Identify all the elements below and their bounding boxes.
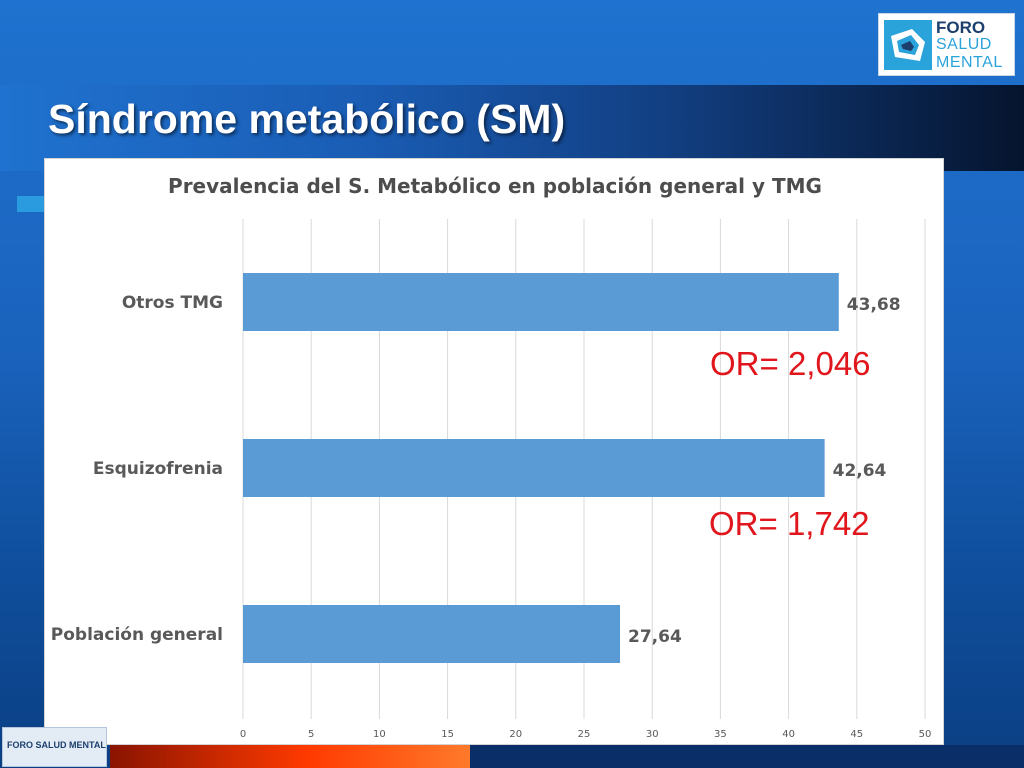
x-tick-label: 50	[919, 729, 932, 740]
category-label: Esquizofrenia	[93, 459, 223, 479]
category-label: Población general	[51, 625, 223, 645]
x-tick-label: 40	[782, 729, 795, 740]
bar	[243, 439, 825, 497]
x-tick-label: 15	[441, 729, 454, 740]
footer-logo-text: FORO SALUD MENTAL	[7, 740, 106, 750]
foro-salud-mental-logo: FORO SALUD MENTAL	[878, 13, 1015, 76]
slide-title: Síndrome metabólico (SM)	[48, 96, 566, 142]
chart-panel: Prevalencia del S. Metabólico en poblaci…	[44, 158, 944, 745]
bar-chart: 0 5 10 15 20 25 30 35 40 45 50 Otros TMG 43,68 Esquiz…	[51, 219, 932, 740]
footer-navy-stripe	[470, 745, 1024, 768]
footer-red-stripe	[110, 745, 470, 768]
bar	[243, 273, 839, 331]
x-tick-label: 30	[646, 729, 659, 740]
logo-word-mental: MENTAL	[936, 54, 1003, 71]
x-tick-label: 45	[850, 729, 863, 740]
x-tick-label: 5	[308, 729, 314, 740]
chart-title: Prevalencia del S. Metabólico en poblaci…	[168, 174, 822, 198]
x-tick-label: 20	[509, 729, 522, 740]
footer-logo: FORO SALUD MENTAL	[2, 727, 107, 767]
x-tick-label: 0	[240, 729, 246, 740]
data-label: 42,64	[833, 461, 887, 481]
logo-word-foro: FORO	[936, 18, 986, 37]
data-label: 27,64	[628, 627, 682, 647]
accent-bar	[17, 196, 47, 212]
logo-mark-icon	[884, 20, 932, 70]
odds-ratio-otros-tmg: OR= 2,046	[710, 345, 871, 382]
logo-word-salud: SALUD	[936, 36, 992, 53]
x-tick-label: 35	[714, 729, 727, 740]
x-tick-label: 10	[373, 729, 386, 740]
category-label: Otros TMG	[122, 293, 223, 313]
odds-ratio-esquizofrenia: OR= 1,742	[709, 505, 870, 542]
data-label: 43,68	[847, 295, 901, 315]
title-band	[0, 85, 1024, 171]
x-tick-label: 25	[578, 729, 591, 740]
bar	[243, 605, 621, 663]
